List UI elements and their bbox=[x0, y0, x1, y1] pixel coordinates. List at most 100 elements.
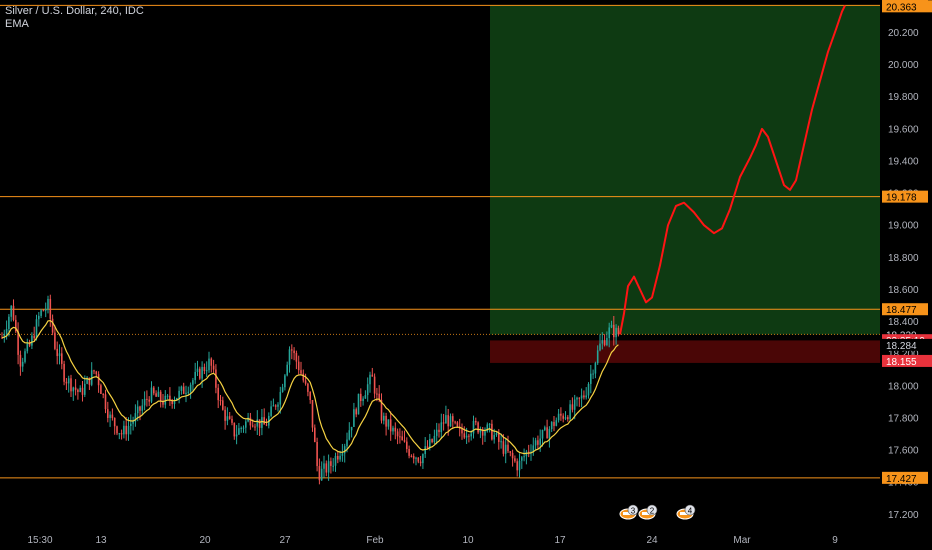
candle bbox=[610, 324, 613, 328]
candle bbox=[599, 343, 601, 351]
candle bbox=[429, 439, 431, 449]
candle bbox=[346, 439, 348, 447]
candle bbox=[525, 451, 528, 457]
candle bbox=[560, 413, 562, 416]
x-tick-label: 13 bbox=[95, 535, 107, 546]
candle bbox=[332, 465, 334, 467]
candle bbox=[373, 376, 376, 394]
candle bbox=[134, 413, 137, 422]
candle bbox=[95, 371, 98, 375]
candle bbox=[341, 453, 344, 456]
candle bbox=[392, 427, 394, 432]
candle bbox=[601, 340, 604, 344]
candle bbox=[590, 373, 592, 384]
candle bbox=[360, 393, 362, 402]
candle bbox=[509, 451, 512, 453]
candle bbox=[157, 391, 160, 397]
candle bbox=[578, 397, 581, 399]
y-tick-label: 20.200 bbox=[888, 28, 919, 39]
candle bbox=[403, 440, 406, 442]
candle bbox=[171, 400, 173, 405]
candle bbox=[79, 387, 81, 393]
candle bbox=[314, 427, 316, 442]
y-tick-label: 18.400 bbox=[888, 317, 919, 328]
candle bbox=[208, 358, 210, 371]
candle bbox=[31, 335, 33, 346]
candle bbox=[38, 315, 40, 320]
stop-zone bbox=[490, 340, 880, 363]
candle bbox=[348, 430, 351, 440]
candle bbox=[155, 393, 157, 397]
candle bbox=[116, 426, 118, 434]
candle bbox=[339, 455, 341, 460]
candle bbox=[219, 400, 222, 402]
candle bbox=[1, 337, 3, 339]
candle bbox=[537, 440, 539, 445]
candle bbox=[42, 310, 45, 312]
candle bbox=[548, 428, 551, 439]
x-tick-label: 27 bbox=[279, 535, 291, 546]
candle bbox=[97, 374, 100, 386]
candle bbox=[201, 366, 203, 379]
candle bbox=[70, 378, 72, 392]
candle bbox=[263, 417, 265, 425]
candle bbox=[10, 305, 12, 317]
level-price-tag bbox=[882, 190, 928, 203]
candle bbox=[153, 387, 155, 394]
candle bbox=[56, 348, 58, 357]
candle bbox=[12, 305, 15, 320]
candle bbox=[139, 406, 141, 411]
indicator-label: EMA bbox=[5, 18, 29, 30]
candle bbox=[180, 386, 183, 391]
candle bbox=[488, 423, 491, 425]
candle bbox=[281, 387, 284, 392]
candle bbox=[146, 398, 148, 400]
ema-line bbox=[1, 319, 619, 455]
candle bbox=[447, 415, 449, 427]
candle bbox=[88, 377, 91, 385]
candle bbox=[357, 393, 360, 415]
candle bbox=[491, 423, 493, 440]
candle bbox=[385, 415, 387, 427]
candle bbox=[516, 461, 518, 471]
candle bbox=[355, 409, 357, 415]
candle bbox=[539, 438, 541, 445]
candle bbox=[148, 399, 150, 402]
candle bbox=[141, 405, 144, 411]
candle bbox=[238, 428, 240, 435]
candle bbox=[327, 461, 330, 473]
candle bbox=[284, 375, 286, 388]
candle bbox=[222, 400, 224, 410]
candle bbox=[532, 445, 535, 452]
candle bbox=[233, 422, 236, 437]
candle bbox=[217, 387, 219, 401]
candle bbox=[265, 424, 268, 426]
candle bbox=[606, 338, 608, 346]
candle bbox=[440, 422, 443, 433]
candle bbox=[337, 455, 339, 460]
candle bbox=[251, 425, 254, 427]
candle bbox=[452, 416, 454, 422]
candle bbox=[511, 452, 514, 459]
candle bbox=[118, 433, 121, 435]
candle bbox=[445, 415, 447, 424]
y-tick-label: 18.600 bbox=[888, 285, 919, 296]
candle bbox=[546, 427, 548, 439]
candle bbox=[387, 419, 390, 427]
candle bbox=[28, 342, 31, 346]
candle bbox=[72, 387, 75, 392]
candle bbox=[592, 373, 594, 375]
candle bbox=[613, 324, 615, 338]
candle bbox=[376, 393, 378, 395]
candle bbox=[182, 386, 185, 394]
candle bbox=[571, 404, 574, 410]
candle bbox=[47, 298, 49, 310]
candle bbox=[226, 416, 229, 421]
candle bbox=[521, 457, 523, 461]
candle bbox=[318, 466, 321, 481]
candle bbox=[3, 333, 6, 338]
candle bbox=[435, 429, 438, 436]
candle bbox=[378, 393, 380, 400]
